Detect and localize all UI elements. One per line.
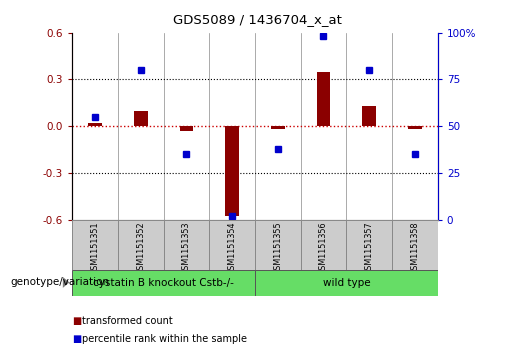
Bar [118,220,163,270]
Bar [72,220,118,270]
Bar [180,126,193,131]
Text: ■: ■ [72,316,81,326]
Text: ■: ■ [72,334,81,344]
Bar [317,72,330,126]
Bar [255,220,301,270]
Bar [225,126,239,216]
Text: GSM1151355: GSM1151355 [273,221,282,275]
Polygon shape [63,277,70,288]
Text: GSM1151353: GSM1151353 [182,221,191,275]
Text: genotype/variation: genotype/variation [10,277,109,287]
Bar [392,220,438,270]
Text: cystatin B knockout Cstb-/-: cystatin B knockout Cstb-/- [93,278,234,288]
Text: wild type: wild type [322,278,370,288]
Text: GSM1151358: GSM1151358 [410,221,419,275]
Bar [363,106,376,126]
Bar [301,220,346,270]
Text: GSM1151357: GSM1151357 [365,221,374,275]
Bar [408,126,422,129]
Text: GSM1151354: GSM1151354 [228,221,236,275]
Text: percentile rank within the sample: percentile rank within the sample [82,334,247,344]
Text: GSM1151356: GSM1151356 [319,221,328,275]
Text: GDS5089 / 1436704_x_at: GDS5089 / 1436704_x_at [173,13,342,26]
Bar [88,123,102,126]
Bar [72,270,255,296]
Text: GSM1151351: GSM1151351 [91,221,99,275]
Bar [255,270,438,296]
Text: GSM1151352: GSM1151352 [136,221,145,275]
Bar [134,111,147,126]
Bar [271,126,285,129]
Bar [209,220,255,270]
Bar [163,220,209,270]
Text: transformed count: transformed count [82,316,173,326]
Bar [346,220,392,270]
